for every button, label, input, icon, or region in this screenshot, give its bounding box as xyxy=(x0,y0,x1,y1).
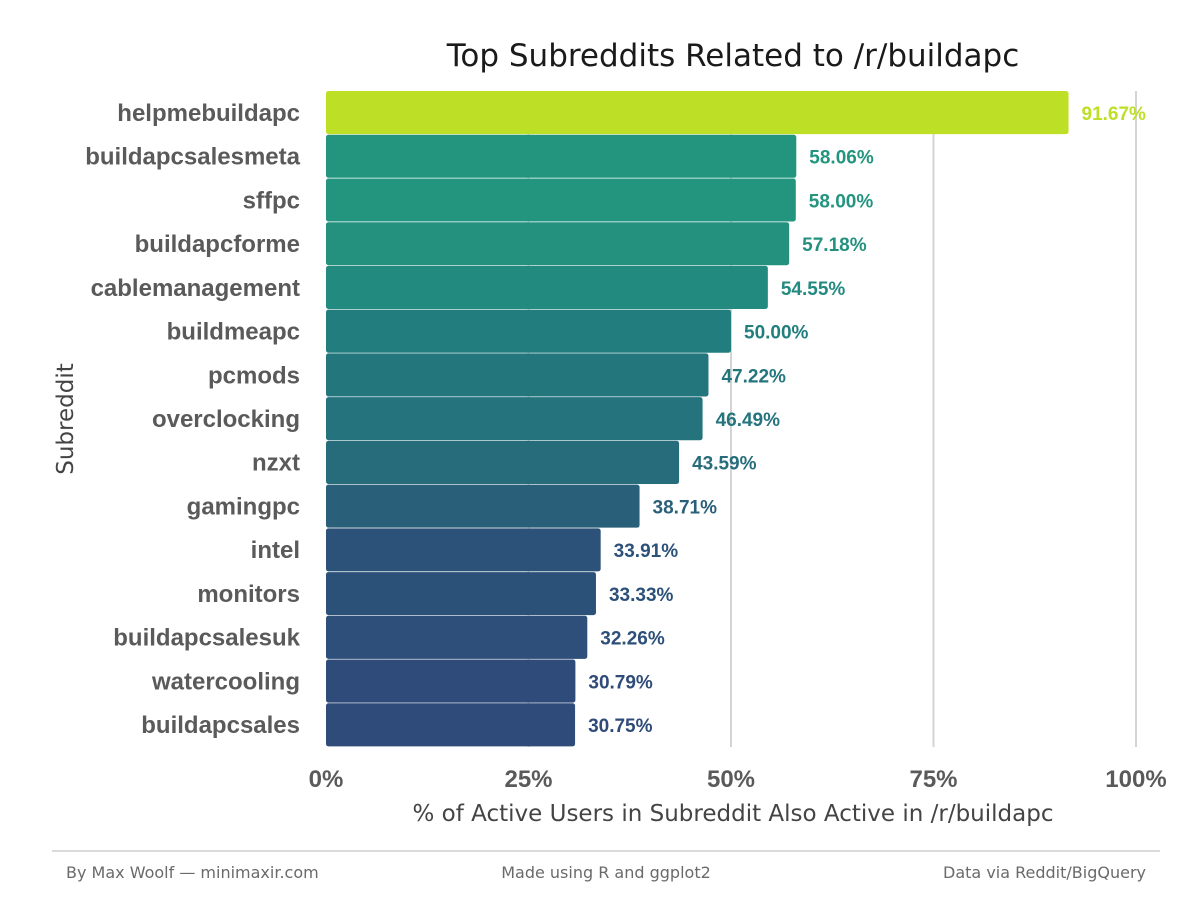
data-label-overclocking: 46.49% xyxy=(716,410,781,431)
x-tick-100pct: 100% xyxy=(1105,766,1166,793)
bar-cablemanagement xyxy=(326,265,768,310)
category-labels: helpmebuildapc buildapcsalesmeta sffpc buil… xyxy=(85,100,300,739)
category-label-gamingpc: gamingpc xyxy=(187,493,300,520)
bar-nzxt xyxy=(326,440,680,484)
bar-sffpc xyxy=(326,178,796,222)
data-label-intel: 33.91% xyxy=(614,541,679,562)
category-label-helpmebuildapc: helpmebuildapc xyxy=(117,100,300,127)
x-tick-50pct: 50% xyxy=(707,766,755,793)
data-label-buildapcsalesuk: 32.26% xyxy=(600,629,665,650)
data-label-cablemanagement: 54.55% xyxy=(781,279,846,300)
data-label-watercooling: 30.79% xyxy=(588,672,653,693)
x-axis-label: % of Active Users in Subreddit Also Acti… xyxy=(413,801,1054,827)
category-label-buildapcsalesuk: buildapcsalesuk xyxy=(113,625,300,652)
data-label-helpmebuildapc: 91.67% xyxy=(1082,104,1147,125)
data-label-buildapcsales: 30.75% xyxy=(588,716,653,737)
category-label-pcmods: pcmods xyxy=(208,362,300,389)
data-label-sffpc: 58.00% xyxy=(809,191,874,212)
category-label-cablemanagement: cablemanagement xyxy=(91,275,300,302)
category-label-sffpc: sffpc xyxy=(243,187,300,214)
bar-overclocking xyxy=(326,397,703,441)
bar-pcmods xyxy=(326,353,709,397)
category-label-buildapcsales: buildapcsales xyxy=(141,712,300,739)
category-label-watercooling: watercooling xyxy=(151,668,300,695)
category-label-buildapcforme: buildapcforme xyxy=(135,231,300,258)
bar-buildmeapc xyxy=(326,309,731,353)
bar-intel xyxy=(326,528,601,572)
data-labels: 91.67% 58.06% 58.00% 57.18% 54.55% 50.00% 47.2… xyxy=(588,104,1146,737)
chart-title: Top Subreddits Related to /r/buildapc xyxy=(446,38,1020,74)
footer-author: By Max Woolf — minimaxir.com xyxy=(66,863,319,882)
data-label-pcmods: 47.22% xyxy=(721,366,786,387)
footer-source: Data via Reddit/BigQuery xyxy=(943,863,1146,882)
data-label-monitors: 33.33% xyxy=(609,585,674,606)
footer-tools: Made using R and ggplot2 xyxy=(501,863,711,882)
data-label-buildapcforme: 57.18% xyxy=(802,235,867,256)
bar-buildapcsales xyxy=(326,703,576,747)
data-label-buildmeapc: 50.00% xyxy=(744,323,809,344)
bar-buildapcsalesmeta xyxy=(326,134,797,178)
data-label-buildapcsalesmeta: 58.06% xyxy=(809,148,874,169)
category-label-monitors: monitors xyxy=(197,581,300,608)
bar-helpmebuildapc xyxy=(326,91,1069,135)
bar-buildapcsalesuk xyxy=(326,615,588,659)
data-label-gamingpc: 38.71% xyxy=(653,497,718,518)
bar-buildapcforme xyxy=(326,222,790,266)
bar-gamingpc xyxy=(326,484,640,528)
bar-monitors xyxy=(326,572,596,616)
x-tick-0pct: 0% xyxy=(309,766,344,793)
bars xyxy=(326,91,1069,747)
category-label-intel: intel xyxy=(251,537,300,564)
category-label-buildapcsalesmeta: buildapcsalesmeta xyxy=(85,144,300,171)
x-tick-labels: 0% 25% 50% 75% 100% xyxy=(309,766,1167,793)
x-tick-75pct: 75% xyxy=(909,766,957,793)
category-label-overclocking: overclocking xyxy=(152,406,300,433)
x-tick-25pct: 25% xyxy=(504,766,552,793)
data-label-nzxt: 43.59% xyxy=(692,454,757,475)
category-label-buildmeapc: buildmeapc xyxy=(167,319,300,346)
bar-watercooling xyxy=(326,659,576,703)
y-axis-label: Subreddit xyxy=(53,363,79,475)
category-label-nzxt: nzxt xyxy=(252,450,300,477)
